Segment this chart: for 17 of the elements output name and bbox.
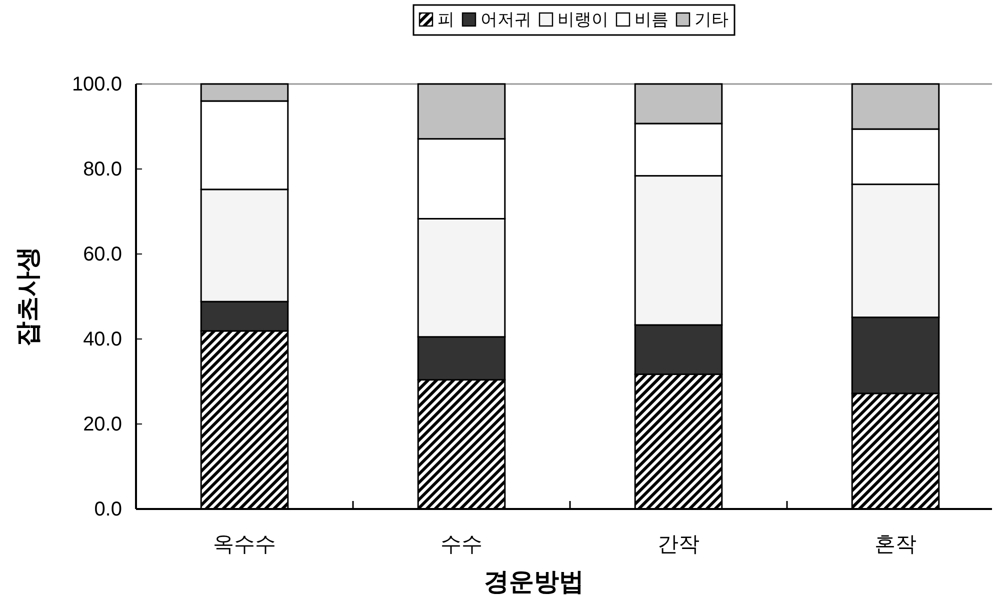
y-tick-label: 100.0 — [72, 73, 122, 96]
x-tick-label: 혼작 — [874, 532, 916, 556]
x-tick-label: 간작 — [658, 532, 700, 556]
legend-label: 비랭이 — [558, 10, 608, 30]
x-tick-label: 수수 — [440, 532, 482, 556]
y-tick-label: 80.0 — [83, 158, 122, 180]
legend-label: 비름 — [634, 10, 668, 30]
y-tick-label: 40.0 — [83, 328, 122, 350]
y-tick-label: 20.0 — [83, 413, 122, 436]
y-axis-title: 잡초사생 — [13, 246, 42, 346]
legend-label: 피 — [438, 10, 454, 30]
legend-label: 기타 — [694, 10, 728, 30]
legend-label: 어저귀 — [480, 10, 532, 30]
y-tick-label: 0.0 — [94, 498, 122, 520]
y-tick-label: 60.0 — [83, 243, 122, 266]
x-tick-label: 옥수수 — [213, 532, 276, 556]
x-axis-title: 경운방법 — [484, 567, 584, 596]
